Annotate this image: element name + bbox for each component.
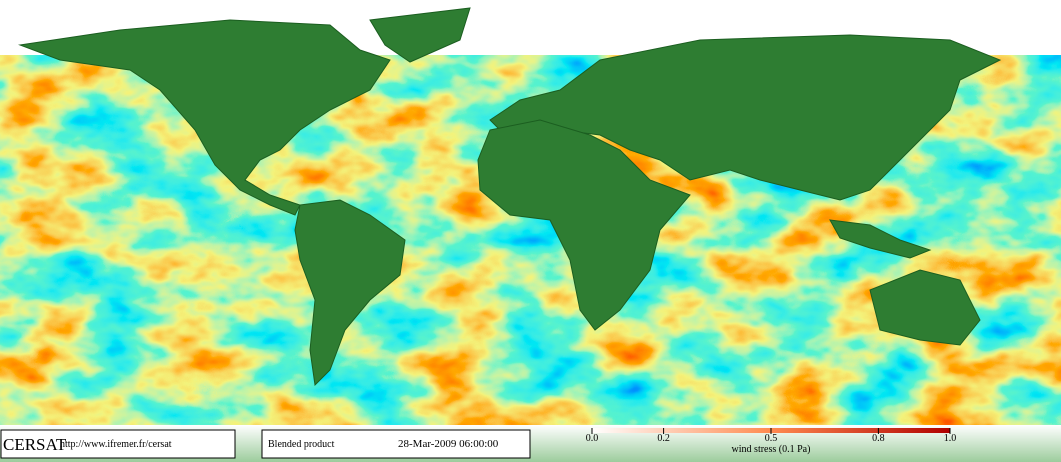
eurasia	[489, 34, 1002, 201]
url: http://www.ifremer.fr/cersat	[60, 439, 172, 450]
colorbar-tick-label: 0.2	[657, 433, 670, 444]
product: Blended product	[268, 439, 335, 450]
indonesia	[829, 219, 932, 259]
logo-box	[0, 429, 236, 459]
colorbar-tick-label: 0.8	[872, 433, 885, 444]
north-america	[18, 19, 391, 216]
colorbar-tick-label: 0.5	[765, 433, 778, 444]
australia	[869, 269, 981, 346]
colorbar-label: wind stress (0.1 Pa)	[732, 444, 811, 455]
colorbar-tick-label: 0.0	[586, 433, 599, 444]
logo: CERSAT	[3, 435, 67, 454]
colorbar-tick-label: 1.0	[944, 433, 957, 444]
timestamp: 28-Mar-2009 06:00:00	[398, 438, 499, 450]
product-box	[261, 429, 531, 459]
africa	[477, 119, 691, 331]
south-america	[294, 199, 406, 387]
greenland	[369, 7, 471, 63]
continents	[18, 7, 1002, 387]
